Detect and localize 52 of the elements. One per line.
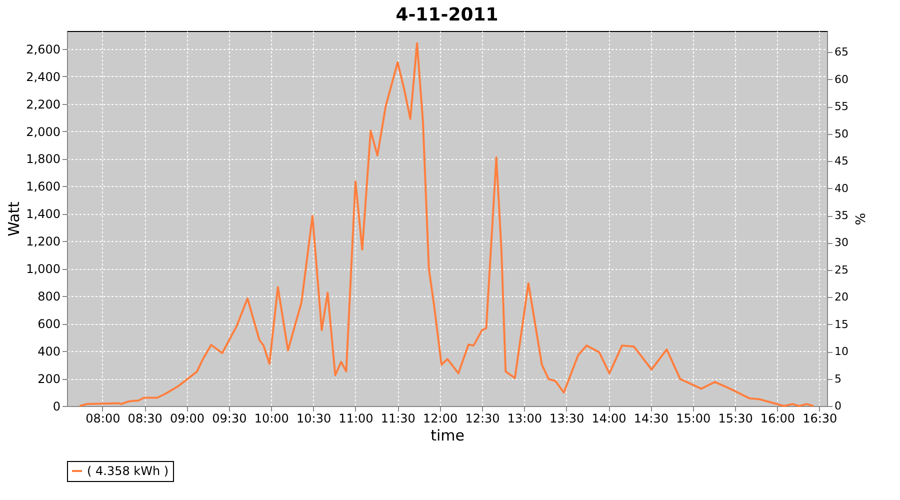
y2-tick-label: 15 [834, 318, 848, 331]
x-tick-label: 14:00 [592, 412, 626, 426]
y2-tick-label: 20 [834, 290, 848, 304]
x-tick-label: 13:30 [550, 412, 584, 426]
line-series [78, 42, 815, 407]
x-tick-label: 09:00 [170, 412, 205, 426]
y-tick-label: 2,000 [26, 124, 60, 139]
y2-tick-label: 50 [834, 127, 848, 140]
y-tick-label: 2,200 [26, 97, 60, 112]
y2-tick-label: 35 [834, 209, 848, 222]
y-tick-label: 800 [38, 290, 60, 304]
y-tick-label: 200 [38, 372, 60, 386]
x-tick-label: 11:00 [338, 412, 374, 426]
x-tick-label: 12:00 [423, 412, 458, 426]
y-tick-label: 1,600 [26, 180, 60, 194]
y-tick-label: 2,600 [26, 42, 60, 56]
y-tick-label: 400 [38, 344, 60, 359]
y-tick-label: 1,800 [26, 152, 60, 166]
y-axis-title: Watt [5, 201, 24, 236]
y-tick-label: 1,000 [26, 262, 60, 276]
x-tick-label: 09:30 [212, 412, 247, 426]
y-tick-label: 1,200 [26, 234, 60, 249]
x-tick-label: 10:30 [296, 412, 332, 426]
legend-label: ( 4.358 kWh ) [87, 464, 169, 478]
x-tick-label: 14:30 [634, 412, 669, 426]
x-tick-label: 08:00 [86, 412, 120, 426]
y2-axis-title: % [851, 212, 866, 226]
x-axis-title: time [430, 426, 464, 444]
x-tick-label: 11:30 [380, 412, 416, 426]
x-tick-label: 15:30 [718, 412, 753, 426]
y-tick-label: 600 [38, 317, 60, 332]
y2-tick-label: 60 [834, 72, 848, 86]
y2-tick-label: 40 [834, 182, 848, 195]
x-tick-label: 08:30 [128, 412, 162, 426]
y-tick-label: 2,400 [26, 70, 60, 84]
y2-tick-label: 5 [834, 372, 842, 386]
y2-tick-label: 25 [834, 263, 848, 276]
y2-tick-label: 30 [834, 236, 848, 250]
y2-tick-label: 55 [834, 100, 848, 114]
x-tick-label: 12:30 [465, 412, 500, 426]
y2-tick-label: 45 [834, 154, 848, 168]
x-tick-label: 16:30 [802, 412, 838, 426]
x-tick-label: 13:00 [507, 412, 542, 426]
chart-title: 4-11-2011 [396, 4, 498, 26]
y-tick-label: 0 [52, 400, 60, 414]
x-tick-label: 16:00 [760, 412, 796, 426]
x-tick-label: 15:00 [676, 412, 711, 426]
y2-tick-label: 65 [834, 46, 848, 59]
x-tick-label: 10:00 [254, 412, 289, 426]
y2-tick-label: 10 [834, 345, 848, 358]
y2-tick-label: 0 [834, 400, 842, 412]
y-tick-label: 1,400 [26, 207, 60, 222]
